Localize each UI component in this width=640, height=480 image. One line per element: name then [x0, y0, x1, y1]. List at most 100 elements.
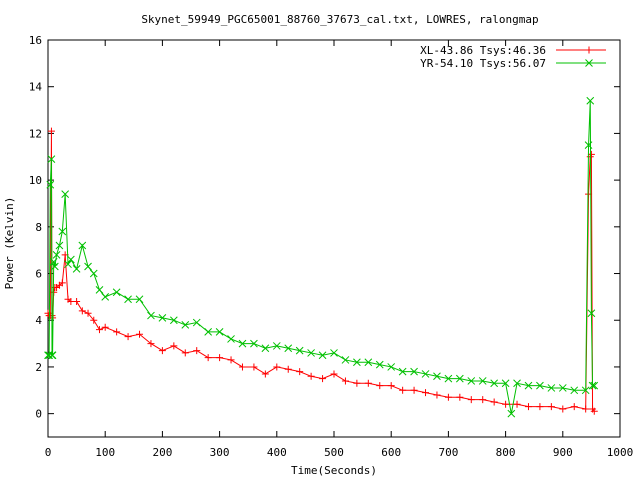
- x-tick-label: 800: [496, 446, 516, 459]
- data-point: [61, 190, 70, 198]
- data-point: [364, 358, 373, 367]
- data-point: [513, 400, 521, 408]
- data-point: [341, 356, 350, 364]
- data-point: [410, 367, 418, 376]
- data-point: [501, 379, 510, 388]
- data-point: [52, 250, 61, 259]
- data-point: [84, 309, 92, 317]
- legend-label: YR-54.10 Tsys:56.07: [420, 57, 546, 70]
- data-point: [261, 344, 270, 353]
- data-point: [48, 351, 57, 360]
- x-tick-label: 1000: [607, 446, 634, 459]
- data-point: [398, 367, 407, 376]
- axis-ticks: 0 100 200 300 400 500 600 700 800 900 1000 0 2 4 6 8 10 1…: [29, 34, 634, 459]
- data-point: [284, 344, 293, 353]
- y-tick-label: 2: [35, 361, 42, 374]
- data-point: [479, 396, 487, 404]
- data-point: [307, 349, 315, 357]
- x-tick-label: 500: [324, 446, 344, 459]
- plot-area: [47, 39, 621, 438]
- y-tick-label: 14: [29, 81, 43, 94]
- series-layer: [44, 96, 599, 418]
- data-point: [353, 358, 361, 367]
- legend-label: XL-43.86 Tsys:46.36: [420, 44, 546, 57]
- data-point: [72, 265, 81, 273]
- data-point: [250, 363, 258, 371]
- x-tick-label: 0: [45, 446, 52, 459]
- data-point: [78, 241, 87, 250]
- data-point: [558, 384, 567, 392]
- data-point: [215, 328, 224, 336]
- x-tick-label: 300: [210, 446, 230, 459]
- data-point: [136, 330, 144, 338]
- data-point: [422, 389, 430, 397]
- data-point: [90, 316, 98, 324]
- data-point: [559, 405, 567, 413]
- data-point: [588, 381, 597, 390]
- data-point: [444, 393, 452, 401]
- data-point: [147, 311, 155, 320]
- data-point: [95, 286, 104, 294]
- x-tick-label: 200: [152, 446, 172, 459]
- data-point: [169, 316, 178, 325]
- data-point: [375, 360, 384, 369]
- data-point: [341, 377, 349, 385]
- data-point: [587, 309, 596, 318]
- data-point: [584, 141, 593, 149]
- y-tick-label: 4: [35, 314, 42, 327]
- data-point: [51, 262, 59, 271]
- data-point: [64, 260, 72, 269]
- data-point: [296, 368, 304, 376]
- data-point: [78, 307, 86, 315]
- data-point: [227, 356, 235, 364]
- data-point: [73, 298, 81, 306]
- data-point: [55, 241, 64, 250]
- data-point: [307, 372, 315, 380]
- legend-marker: [585, 46, 593, 54]
- data-point: [490, 379, 499, 388]
- data-point: [112, 288, 121, 297]
- data-point: [536, 381, 544, 390]
- data-point: [410, 386, 418, 394]
- data-point: [387, 382, 395, 390]
- data-point: [582, 405, 590, 413]
- data-point: [135, 295, 144, 304]
- y-tick-label: 8: [35, 221, 42, 234]
- data-point: [181, 321, 190, 329]
- data-point: [158, 347, 166, 355]
- data-point: [49, 257, 58, 266]
- data-point: [193, 347, 201, 355]
- data-point: [502, 400, 510, 408]
- data-point: [547, 384, 556, 392]
- y-tick-label: 0: [35, 408, 42, 421]
- data-point: [67, 255, 75, 264]
- data-point: [524, 403, 532, 411]
- data-point: [467, 396, 475, 404]
- series-1: [44, 96, 599, 418]
- data-point: [421, 370, 430, 378]
- data-point: [364, 379, 372, 387]
- data-point: [58, 227, 67, 236]
- data-point: [238, 363, 246, 371]
- data-point: [227, 335, 235, 343]
- data-point: [318, 351, 327, 360]
- data-point: [95, 326, 103, 334]
- data-point: [101, 323, 109, 331]
- x-tick-label: 400: [267, 446, 287, 459]
- data-point: [590, 381, 599, 390]
- data-point: [204, 328, 213, 336]
- data-point: [444, 374, 453, 383]
- data-point: [570, 386, 579, 395]
- data-point: [581, 386, 590, 395]
- data-point: [46, 180, 55, 189]
- legend-marker: [585, 59, 593, 67]
- y-tick-label: 16: [29, 34, 42, 47]
- data-point: [507, 409, 516, 418]
- y-tick-label: 6: [35, 268, 42, 281]
- data-point: [399, 386, 407, 394]
- data-point: [124, 333, 132, 341]
- data-point: [113, 328, 121, 336]
- data-point: [330, 370, 338, 378]
